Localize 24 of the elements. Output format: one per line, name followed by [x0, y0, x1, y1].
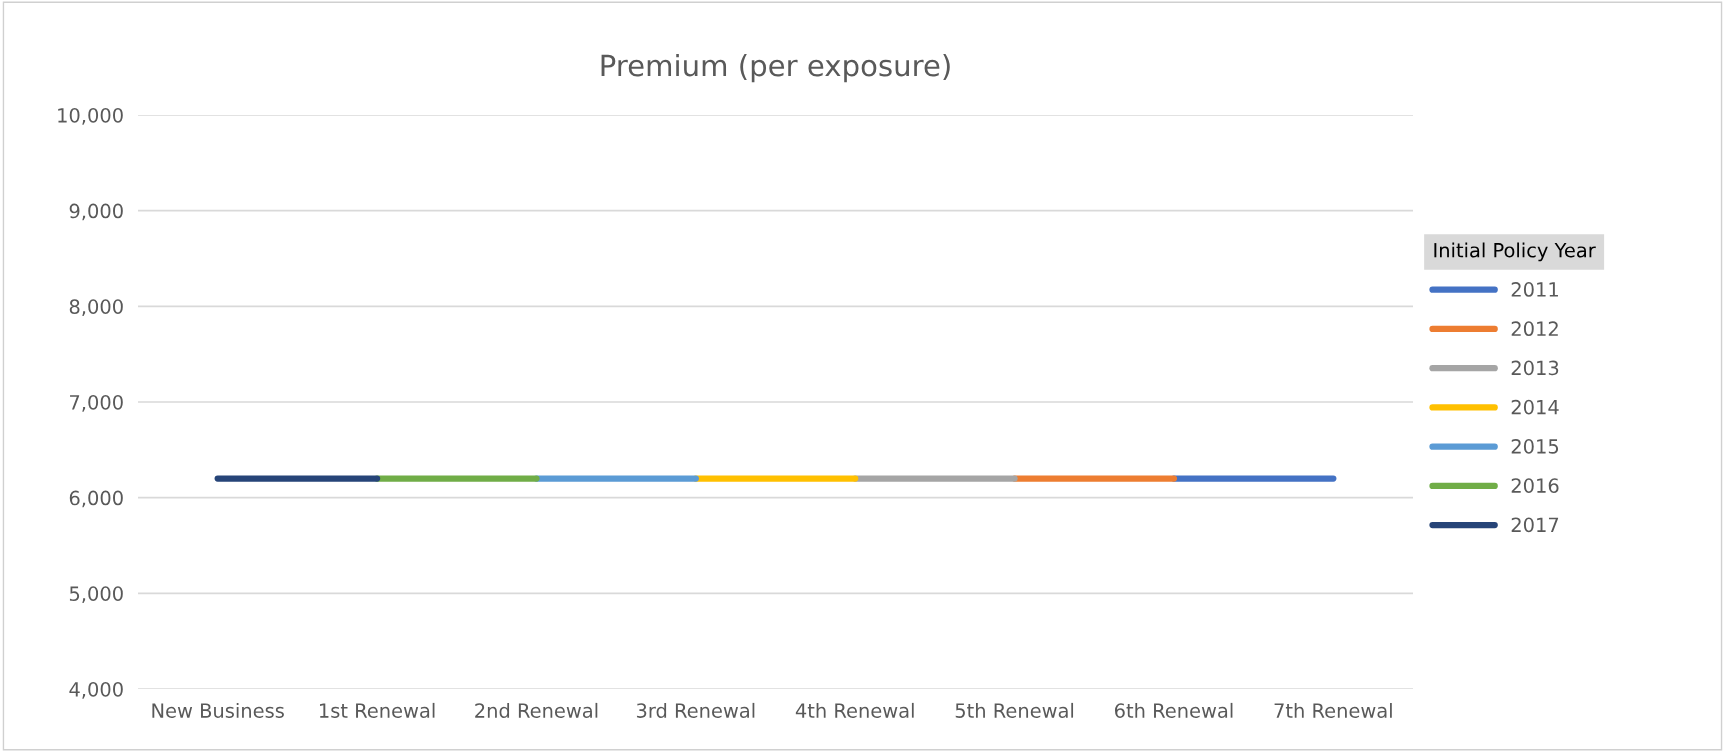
x-tick-label: 6th Renewal [1114, 702, 1233, 718]
chart-title: Premium (per exposure) [601, 53, 950, 83]
x-tick-label: New Business [152, 702, 284, 718]
legend-label: 2017 [1511, 517, 1559, 533]
legend-label: 2015 [1511, 439, 1559, 454]
x-tick-label: 1st Renewal [319, 702, 435, 718]
y-tick-label: 10,000 [58, 107, 123, 125]
legend-label: 2011 [1511, 282, 1558, 297]
legend-title: Initial Policy Year [1434, 242, 1596, 262]
y-tick-label: 6,000 [69, 490, 123, 508]
x-tick-label: 5th Renewal [955, 702, 1074, 718]
x-tick-label: 2nd Renewal [475, 702, 598, 718]
y-tick-label: 5,000 [69, 586, 123, 603]
x-tick-label: 4th Renewal [795, 702, 914, 718]
y-tick-label: 7,000 [70, 394, 123, 412]
legend-label: 2012 [1511, 321, 1558, 337]
legend-label: 2014 [1511, 399, 1559, 415]
y-tick-label: 9,000 [69, 203, 123, 221]
y-tick-label: 8,000 [69, 299, 123, 316]
legend-label: 2013 [1511, 360, 1559, 376]
x-tick-label: 7th Renewal [1274, 702, 1392, 718]
x-tick-label: 3rd Renewal [636, 702, 755, 718]
legend-label: 2016 [1511, 478, 1559, 493]
y-tick-label: 4,000 [69, 681, 123, 699]
